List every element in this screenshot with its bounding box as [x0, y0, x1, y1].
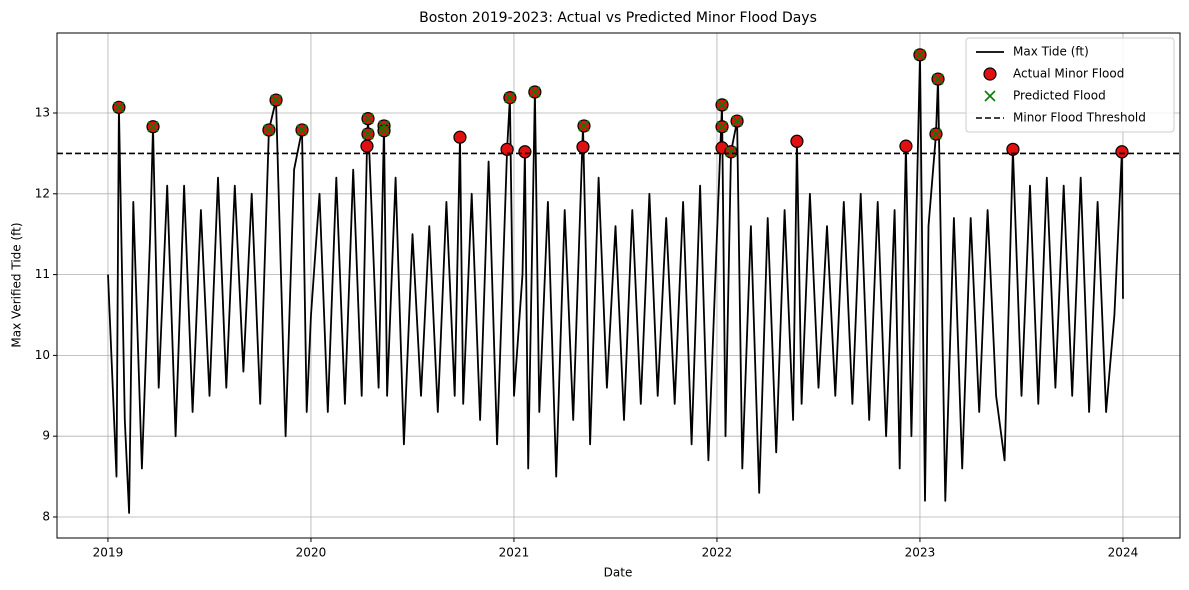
y-tick-label: 13	[35, 105, 50, 119]
predicted-point	[731, 115, 743, 127]
predicted-point	[263, 124, 275, 136]
flood-point	[1115, 145, 1129, 159]
flood-point	[360, 139, 374, 153]
predicted-point	[296, 124, 308, 136]
predicted-point	[716, 99, 728, 111]
y-tick-label: 12	[35, 186, 50, 200]
flood-point	[1006, 142, 1020, 156]
predicted-point	[930, 128, 942, 140]
predicted-point	[529, 86, 541, 98]
legend-label: Minor Flood Threshold	[1013, 111, 1146, 125]
flood-point	[518, 145, 532, 159]
predicted-point	[378, 125, 390, 137]
predicted-point	[578, 120, 590, 132]
predicted-point	[914, 49, 926, 61]
predicted-point	[270, 94, 282, 106]
legend-label: Predicted Flood	[1013, 89, 1106, 103]
x-tick-label: 2023	[905, 546, 936, 560]
legend-swatch	[983, 67, 997, 81]
x-tick-label: 2020	[296, 546, 327, 560]
predicted-point	[362, 113, 374, 125]
predicted-point	[932, 73, 944, 85]
predicted-point	[113, 101, 125, 113]
predicted-point	[725, 146, 737, 158]
flood-point	[899, 139, 913, 153]
chart-title: Boston 2019-2023: Actual vs Predicted Mi…	[419, 10, 817, 26]
flood-point	[576, 140, 590, 154]
x-tick-label: 2021	[499, 546, 530, 560]
plot-frame	[56, 32, 1181, 539]
x-tick-label: 2022	[702, 546, 733, 560]
predicted-point	[362, 128, 374, 140]
y-tick-label: 10	[35, 348, 50, 362]
predicted-point	[504, 92, 516, 104]
flood-point	[790, 134, 804, 148]
y-axis-label: Max Verified Tide (ft)	[10, 222, 24, 347]
flood-point	[453, 130, 467, 144]
y-tick-label: 8	[42, 509, 50, 523]
predicted-point	[716, 121, 728, 133]
legend: Max Tide (ft) Actual Minor Flood Predicted…	[965, 37, 1175, 133]
legend-label: Actual Minor Flood	[1013, 67, 1124, 81]
y-tick-label: 9	[42, 429, 50, 443]
x-tick-label: 2019	[93, 546, 124, 560]
flood-point	[500, 142, 514, 156]
legend-box	[965, 37, 1175, 133]
y-tick-label: 11	[35, 267, 50, 281]
predicted-point	[147, 121, 159, 133]
legend-label: Max Tide (ft)	[1013, 45, 1089, 59]
x-axis-label: Date	[604, 566, 633, 580]
legend-swatch	[984, 90, 996, 102]
x-tick-label: 2024	[1108, 546, 1139, 560]
predicted-point	[378, 120, 390, 132]
